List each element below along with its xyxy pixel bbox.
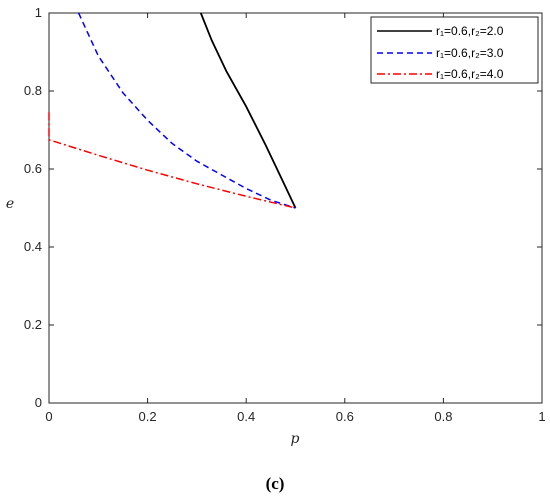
y-tick-label: 0: [35, 395, 42, 410]
y-axis-label: e: [6, 196, 14, 212]
line-chart: 0 0.2 0.4 0.6 0.8 1 0 0.2 0.4 0.6 0.8 1 p e r₁=0.6…: [6, 5, 546, 447]
x-tick-label: 1: [538, 409, 545, 424]
legend: r₁=0.6,r₂=2.0 r₁=0.6,r₂=3.0 r₁=0.6,r₂=4.…: [370, 16, 539, 84]
x-tick-label: 0.8: [434, 409, 452, 424]
y-tick-label: 0.6: [24, 161, 42, 176]
x-tick-label: 0.2: [139, 409, 157, 424]
x-axis-ticks: 0 0.2 0.4 0.6 0.8 1: [45, 13, 546, 424]
series-line-0: [199, 12, 297, 209]
y-axis-ticks: 0 0.2 0.4 0.6 0.8 1: [24, 5, 542, 410]
x-tick-label: 0: [45, 409, 52, 424]
x-axis-label: p: [291, 431, 300, 447]
x-tick-label: 0.6: [336, 409, 354, 424]
series-line-2: [48, 112, 296, 209]
y-tick-label: 0.4: [24, 239, 42, 254]
legend-box: [370, 16, 539, 84]
legend-label-1: r₁=0.6,r₂=3.0: [436, 46, 504, 60]
y-tick-label: 0.2: [24, 317, 42, 332]
legend-label-2: r₁=0.6,r₂=4.0: [436, 67, 504, 81]
series-layer: [48, 12, 297, 209]
figure-caption: (c): [265, 474, 285, 493]
legend-label-0: r₁=0.6,r₂=2.0: [436, 24, 504, 38]
series-line-1: [77, 12, 296, 209]
y-tick-label: 0.8: [24, 83, 42, 98]
x-tick-label: 0.4: [237, 409, 255, 424]
y-tick-label: 1: [35, 5, 42, 20]
